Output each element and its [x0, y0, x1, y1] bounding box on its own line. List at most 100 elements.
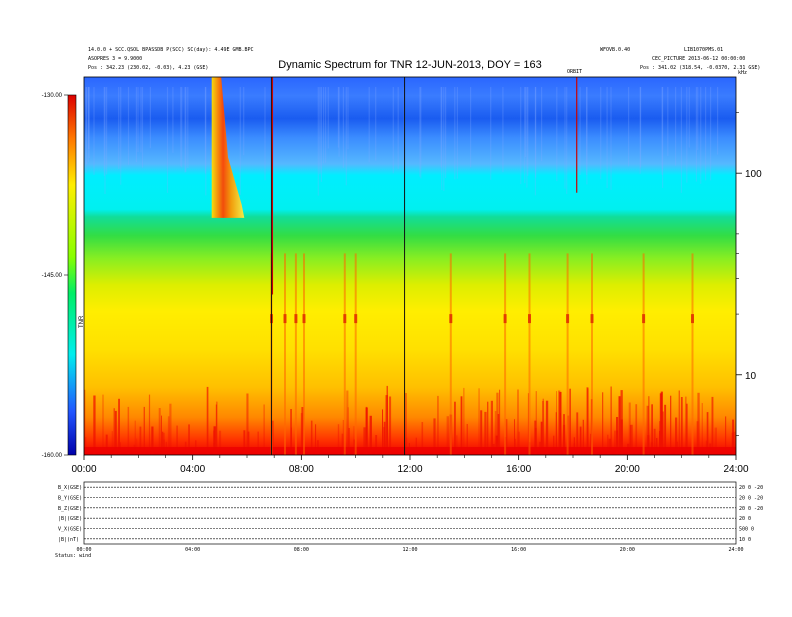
texture-band [534, 87, 536, 196]
texture-band [118, 87, 120, 170]
burst-streak [504, 253, 507, 455]
texture-streak [383, 421, 386, 455]
texture-streak [176, 425, 178, 455]
texture-band [454, 87, 456, 180]
texture-band [86, 87, 88, 165]
texture-streak [136, 438, 138, 455]
burst-streak [642, 253, 645, 455]
texture-band [697, 87, 699, 150]
texture-band [661, 87, 663, 175]
texture-band [586, 87, 588, 185]
texture-streak [714, 427, 717, 455]
texture-streak [620, 419, 623, 455]
texture-band [564, 87, 566, 189]
texture-band [667, 87, 669, 157]
texture-band [127, 87, 130, 165]
texture-band [686, 87, 688, 183]
header-left-line-3: Pos : 342.23 (230.02, -0.03), 4.23 (GSE) [88, 65, 208, 71]
texture-streak [558, 390, 561, 455]
texture-streak [517, 389, 519, 455]
spectrum-texture [84, 87, 736, 455]
texture-streak [534, 427, 537, 455]
texture-streak [111, 431, 113, 455]
bottom-row-label: |B|(GSE) [58, 516, 82, 522]
texture-band [397, 87, 399, 170]
bottom-row-scale: 20 0 -20 [739, 485, 763, 491]
texture-streak [348, 428, 350, 455]
texture-band [172, 87, 174, 153]
texture-streak [670, 395, 672, 455]
texture-band [420, 87, 422, 179]
texture-streak [608, 438, 611, 455]
spectrum-background [84, 77, 736, 455]
texture-streak [725, 416, 727, 455]
bottom-x-tick-label: 16:00 [511, 547, 526, 553]
texture-streak [113, 408, 115, 455]
texture-band [342, 87, 344, 168]
texture-streak [678, 390, 680, 455]
texture-band [527, 87, 529, 176]
bottom-x-tick-label: 00:00 [76, 547, 91, 553]
texture-band [470, 87, 472, 168]
texture-band [87, 87, 89, 162]
texture-streak [711, 396, 714, 455]
y-axis-right: 100 10 [736, 112, 762, 436]
texture-streak [555, 412, 557, 455]
texture-streak [540, 421, 543, 455]
texture-streak [518, 431, 520, 455]
texture-streak [102, 394, 104, 455]
texture-band [490, 87, 492, 180]
texture-band [323, 87, 325, 164]
texture-band [520, 87, 522, 185]
texture-streak [389, 396, 392, 455]
texture-band [166, 87, 169, 193]
texture-band [456, 87, 458, 179]
vertical-lines [270, 77, 578, 455]
texture-streak [586, 387, 589, 455]
colorbar-ticks: -130.00 -145.00 -160.00 [42, 93, 68, 459]
header-mid-right: ORBIT [567, 69, 582, 75]
texture-band [88, 87, 90, 150]
texture-streak [664, 404, 667, 455]
texture-streak [382, 409, 383, 455]
texture-band [606, 87, 608, 189]
bottom-x-tick-label: 20:00 [620, 547, 635, 553]
texture-streak [628, 402, 631, 455]
texture-streak [559, 391, 562, 455]
texture-band [184, 87, 186, 173]
texture-band [688, 87, 690, 148]
burst-streak [343, 253, 346, 455]
texture-streak [127, 406, 130, 455]
texture-streak [573, 437, 575, 455]
texture-band [345, 87, 347, 186]
burst-streak [284, 253, 286, 455]
texture-streak [490, 400, 493, 455]
texture-band [317, 87, 319, 196]
texture-streak [375, 435, 378, 455]
texture-streak [206, 386, 209, 455]
texture-streak [219, 430, 222, 455]
texture-band [586, 87, 588, 176]
texture-streak [161, 431, 164, 455]
texture-streak [169, 403, 172, 455]
texture-streak [466, 424, 468, 455]
texture-streak [480, 410, 483, 455]
header-left-line-1: 14.0.0 + SCC.QSOL BPASSDB P(SCC) SC(day)… [88, 47, 254, 53]
burst-core [294, 314, 298, 324]
x-tick-label: 12:00 [397, 464, 422, 475]
texture-streak [569, 388, 571, 455]
texture-band [319, 87, 321, 174]
texture-streak [463, 387, 465, 455]
texture-streak [651, 404, 653, 455]
texture-band [628, 87, 630, 167]
texture-streak [290, 427, 292, 455]
texture-streak [437, 395, 439, 455]
texture-streak [542, 398, 544, 455]
texture-band [717, 87, 719, 155]
colorbar [67, 94, 77, 456]
type-iii-burst [211, 77, 245, 218]
texture-streak [563, 414, 565, 455]
texture-band [502, 87, 504, 173]
colorbar-label: TNR [79, 315, 85, 328]
texture-band [680, 87, 682, 193]
